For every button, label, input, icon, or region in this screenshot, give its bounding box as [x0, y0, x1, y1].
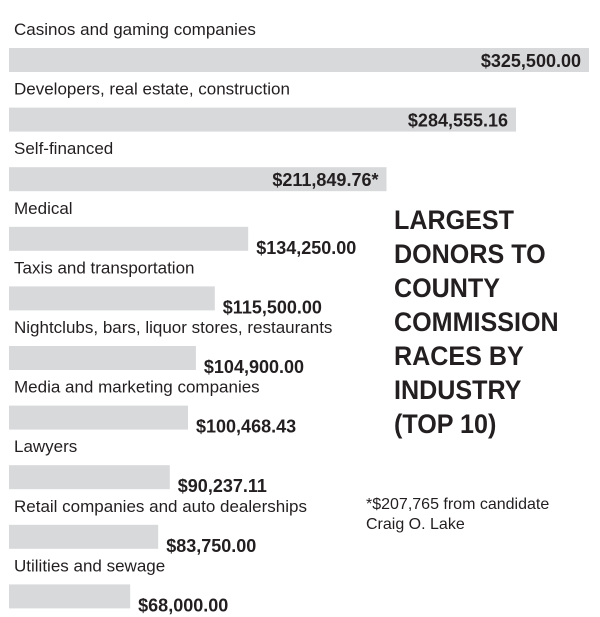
chart-title-line: LARGEST [394, 205, 514, 235]
value-label: $134,250.00 [256, 238, 356, 258]
chart-title-line: COMMISSION [394, 307, 559, 337]
value-label: $83,750.00 [166, 536, 256, 556]
bar [9, 48, 589, 72]
category-label: Utilities and sewage [14, 556, 165, 575]
chart-title-line: COUNTY [394, 273, 501, 303]
category-label: Lawyers [14, 437, 77, 456]
bar [9, 584, 131, 609]
footnote-line: Craig O. Lake [366, 516, 465, 533]
category-label: Media and marketing companies [14, 378, 260, 397]
category-label: Casinos and gaming companies [14, 20, 256, 39]
bar [9, 346, 196, 370]
category-label: Retail companies and auto dealerships [14, 497, 307, 516]
bar [9, 167, 387, 192]
value-label: $325,500.00 [481, 51, 581, 71]
footnote: *$207,765 from candidate Craig O. Lake [366, 495, 596, 535]
value-label: $68,000.00 [138, 595, 228, 615]
value-label: $100,468.43 [196, 417, 296, 437]
bar [9, 524, 159, 549]
chart-title-line: (TOP 10) [394, 409, 497, 439]
bar [9, 107, 516, 132]
bar [9, 465, 170, 490]
chart-title-line: RACES BY [394, 341, 524, 371]
category-label: Nightclubs, bars, liquor stores, restaur… [14, 318, 332, 337]
chart-title-line: DONORS TO [394, 239, 546, 269]
value-label: $104,900.00 [204, 357, 304, 377]
value-label: $211,849.76* [272, 170, 378, 190]
bar [9, 226, 249, 251]
category-label: Developers, real estate, construction [14, 80, 290, 99]
footnote-line: *$207,765 from candidate [366, 496, 550, 513]
chart-title: LARGEST DONORS TO COUNTY COMMISSION RACE… [394, 203, 580, 441]
chart-title-line: INDUSTRY [394, 375, 522, 405]
category-label: Medical [14, 199, 73, 218]
category-label: Self-financed [14, 139, 113, 158]
value-label: $90,237.11 [178, 476, 267, 496]
category-label: Taxis and transportation [14, 258, 195, 277]
bar [9, 405, 188, 430]
value-label: $284,555.16 [408, 111, 508, 131]
value-label: $115,500.00 [223, 297, 322, 317]
bar [9, 286, 215, 311]
